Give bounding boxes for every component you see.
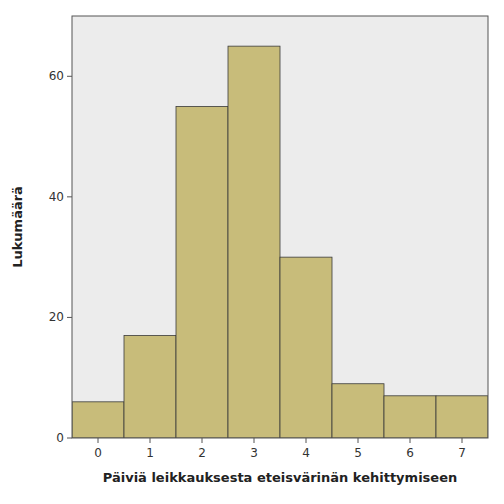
plot-frame <box>72 16 488 438</box>
bar <box>332 384 384 438</box>
y-tick <box>67 317 72 318</box>
y-tick-label: 0 <box>56 431 64 445</box>
bar <box>384 396 436 438</box>
x-tick <box>254 438 255 443</box>
y-tick-label: 40 <box>49 190 64 204</box>
x-tick <box>462 438 463 443</box>
bar <box>124 336 176 438</box>
bars <box>72 46 488 438</box>
x-tick-label: 1 <box>146 446 154 460</box>
x-tick <box>150 438 151 443</box>
chart: 0 1 2 3 4 5 6 7 0 20 40 60 Päiviä leikkauksesta etei… <box>0 0 504 504</box>
bar <box>228 46 280 438</box>
x-tick <box>306 438 307 443</box>
x-tick-label: 7 <box>458 446 466 460</box>
y-tick <box>67 76 72 77</box>
y-tick <box>67 438 72 439</box>
x-tick <box>98 438 99 443</box>
y-tick-label: 60 <box>49 69 64 83</box>
x-tick <box>358 438 359 443</box>
plot-background <box>72 16 488 438</box>
x-tick-label: 2 <box>198 446 206 460</box>
x-tick-label: 4 <box>302 446 310 460</box>
x-tick <box>202 438 203 443</box>
x-tick-label: 5 <box>354 446 362 460</box>
x-tick-label: 6 <box>406 446 414 460</box>
x-axis-label: Päiviä leikkauksesta eteisvärinän kehitt… <box>103 470 457 485</box>
y-tick <box>67 196 72 197</box>
y-axis-label: Lukumäärä <box>10 186 25 268</box>
bar <box>176 106 228 438</box>
bar <box>436 396 488 438</box>
bar <box>280 257 332 438</box>
y-tick-label: 20 <box>49 310 64 324</box>
x-tick <box>410 438 411 443</box>
bar <box>72 402 124 438</box>
x-tick-label: 3 <box>250 446 258 460</box>
x-tick-label: 0 <box>94 446 102 460</box>
